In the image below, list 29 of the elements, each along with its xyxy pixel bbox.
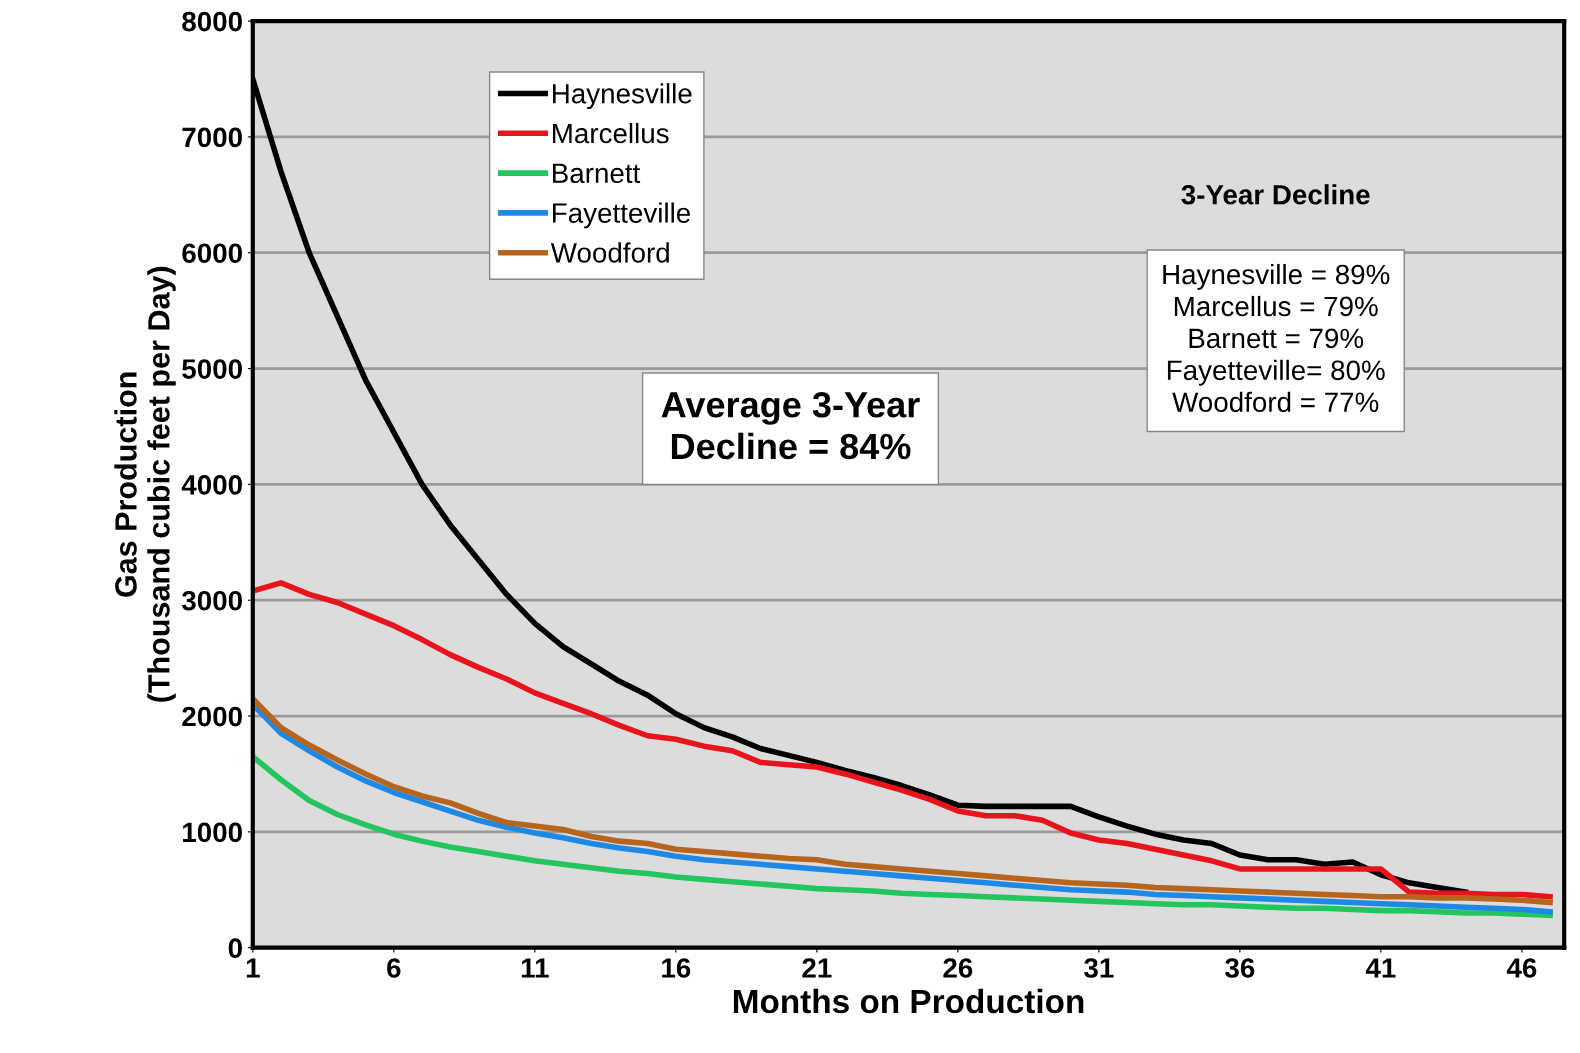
y-tick-label: 3000 — [181, 590, 242, 611]
x-tick-label: 46 — [1506, 958, 1537, 978]
x-tick-label: 16 — [662, 958, 691, 978]
legend-label: Fayetteville — [553, 202, 690, 229]
x-tick-label: 1 — [246, 958, 260, 978]
annotation: Average 3-Year Decline = 84% — [661, 391, 920, 460]
x-axis-title: Months on Production — [733, 988, 1084, 1014]
annotation: 3-Year Decline — [1181, 184, 1370, 205]
y-tick-label: 0 — [228, 938, 242, 959]
x-tick-label: 31 — [1084, 958, 1114, 978]
y-tick-label: 5000 — [182, 359, 242, 379]
y-tick-label: 7000 — [182, 127, 242, 148]
legend-label: Haynesville — [553, 83, 692, 110]
annotation: Haynesville = 89% Marcellus = 79% Barnett = 79% Fayetteville= 80% Woodford = 77% — [1163, 263, 1390, 413]
x-tick-label: 26 — [943, 958, 973, 978]
legend-label: Barnett — [553, 163, 641, 184]
x-tick-label: 6 — [387, 958, 401, 978]
x-tick-label: 21 — [802, 958, 832, 978]
y-tick-label: 4000 — [181, 475, 242, 495]
y-tick-label: 6000 — [182, 243, 242, 264]
x-tick-label: 11 — [521, 958, 549, 978]
x-tick-label: 41 — [1365, 958, 1396, 978]
y-tick-label: 1000 — [183, 822, 242, 843]
legend-label: Marcellus — [553, 122, 669, 144]
legend-label: Woodford — [550, 242, 669, 263]
y-tick-label: 2000 — [182, 706, 242, 727]
y-axis-title: Gas Production (Thousand cubic feet per Day) — [114, 266, 176, 702]
x-tick-label: 36 — [1225, 958, 1255, 978]
y-tick-label: 8000 — [182, 11, 242, 32]
